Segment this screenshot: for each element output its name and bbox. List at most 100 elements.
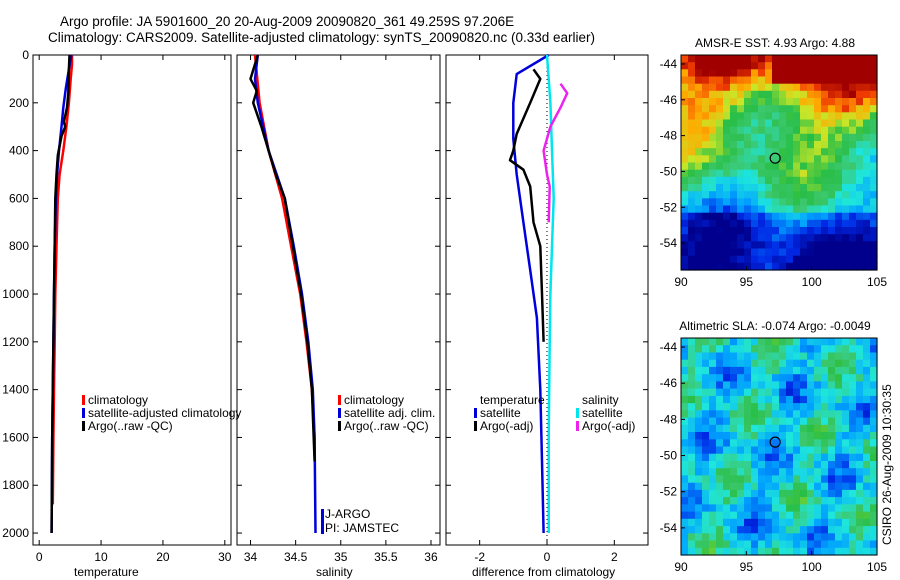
- annotation-float: J-ARGO: [325, 507, 370, 521]
- map-cell: [695, 388, 703, 397]
- map-cell: [765, 155, 773, 164]
- map-cell: [688, 126, 696, 135]
- map-cell: [730, 169, 738, 178]
- map-cell: [688, 241, 696, 250]
- map-cell: [835, 424, 843, 433]
- map-cell: [765, 547, 773, 556]
- map-cell: [849, 69, 857, 78]
- map-cell: [828, 191, 836, 199]
- map-cell: [772, 338, 780, 346]
- map-cell: [800, 461, 808, 469]
- map-cell: [821, 446, 829, 455]
- map-cell: [730, 374, 738, 382]
- map-cell: [695, 395, 703, 404]
- map-cell: [681, 497, 689, 505]
- map-cell: [779, 482, 787, 491]
- map-cell: [800, 453, 808, 462]
- map-cell: [695, 255, 703, 264]
- map-cell: [723, 191, 731, 199]
- map-cell: [786, 184, 794, 192]
- map-cell: [709, 352, 717, 361]
- map-cell: [849, 169, 857, 178]
- map-cell: [821, 90, 829, 99]
- map-cell: [688, 381, 696, 390]
- map-cell: [695, 533, 703, 542]
- map-cell: [786, 526, 794, 534]
- map-cell: [786, 518, 794, 527]
- map-cell: [786, 468, 794, 476]
- map-cell: [870, 69, 878, 78]
- map-cell: [723, 497, 731, 505]
- map-cell: [800, 424, 808, 433]
- map-cell: [772, 262, 780, 271]
- map-cell: [849, 395, 857, 404]
- map-cell: [779, 198, 787, 207]
- map-cell: [702, 262, 710, 271]
- map-cell: [709, 461, 717, 469]
- map-cell: [681, 184, 689, 192]
- map-cell: [835, 403, 843, 411]
- map-cell: [793, 424, 801, 433]
- map-cell: [786, 345, 794, 353]
- x-tick-label: 34.5: [284, 550, 308, 564]
- map-cell: [814, 198, 822, 207]
- map-cell: [800, 219, 808, 228]
- map-cell: [814, 482, 822, 491]
- map-cell: [744, 417, 752, 426]
- map-cell: [849, 112, 857, 121]
- y-tick-label: -50: [660, 164, 678, 178]
- map-cell: [828, 112, 836, 121]
- map-cell: [751, 198, 759, 207]
- legend-swatch: [576, 421, 579, 431]
- map-cell: [744, 133, 752, 142]
- map-cell: [863, 511, 871, 520]
- map-cell: [849, 148, 857, 156]
- map-cell: [688, 83, 696, 92]
- map-cell: [842, 388, 850, 397]
- map-cell: [688, 388, 696, 397]
- map-cell: [751, 417, 759, 426]
- map-cell: [842, 461, 850, 469]
- map-cell: [723, 241, 731, 250]
- map-cell: [835, 112, 843, 121]
- map-cell: [695, 83, 703, 92]
- map-cell: [716, 234, 724, 242]
- map-cell: [821, 468, 829, 476]
- map-cell: [835, 55, 843, 63]
- map-cell: [814, 184, 822, 192]
- map-cell: [730, 155, 738, 164]
- map-cell: [807, 126, 815, 135]
- x-tick-label: 105: [867, 560, 887, 574]
- map-cell: [681, 112, 689, 121]
- map-cell: [821, 504, 829, 513]
- map-cell: [800, 468, 808, 476]
- map-cell: [758, 69, 766, 78]
- map-cell: [800, 381, 808, 390]
- map-cell: [737, 55, 745, 63]
- map-cell: [772, 461, 780, 469]
- map-cell: [786, 352, 794, 361]
- map-cell: [800, 119, 808, 128]
- map-cell: [751, 366, 759, 375]
- map-cell: [814, 345, 822, 353]
- map-cell: [737, 90, 745, 99]
- map-cell: [695, 453, 703, 462]
- map-cell: [765, 126, 773, 135]
- map-cell: [814, 461, 822, 469]
- map-cell: [681, 439, 689, 448]
- map-cell: [863, 90, 871, 99]
- map-cell: [779, 219, 787, 228]
- map-cell: [856, 446, 864, 455]
- map-cell: [807, 395, 815, 404]
- map-cell: [807, 169, 815, 178]
- map-cell: [702, 69, 710, 78]
- map-cell: [821, 176, 829, 185]
- map-cell: [744, 98, 752, 106]
- map-cell: [856, 126, 864, 135]
- map-cell: [793, 76, 801, 85]
- map-cell: [849, 388, 857, 397]
- map-cell: [786, 359, 794, 368]
- map-cell: [702, 241, 710, 250]
- map-cell: [821, 141, 829, 149]
- map-cell: [821, 453, 829, 462]
